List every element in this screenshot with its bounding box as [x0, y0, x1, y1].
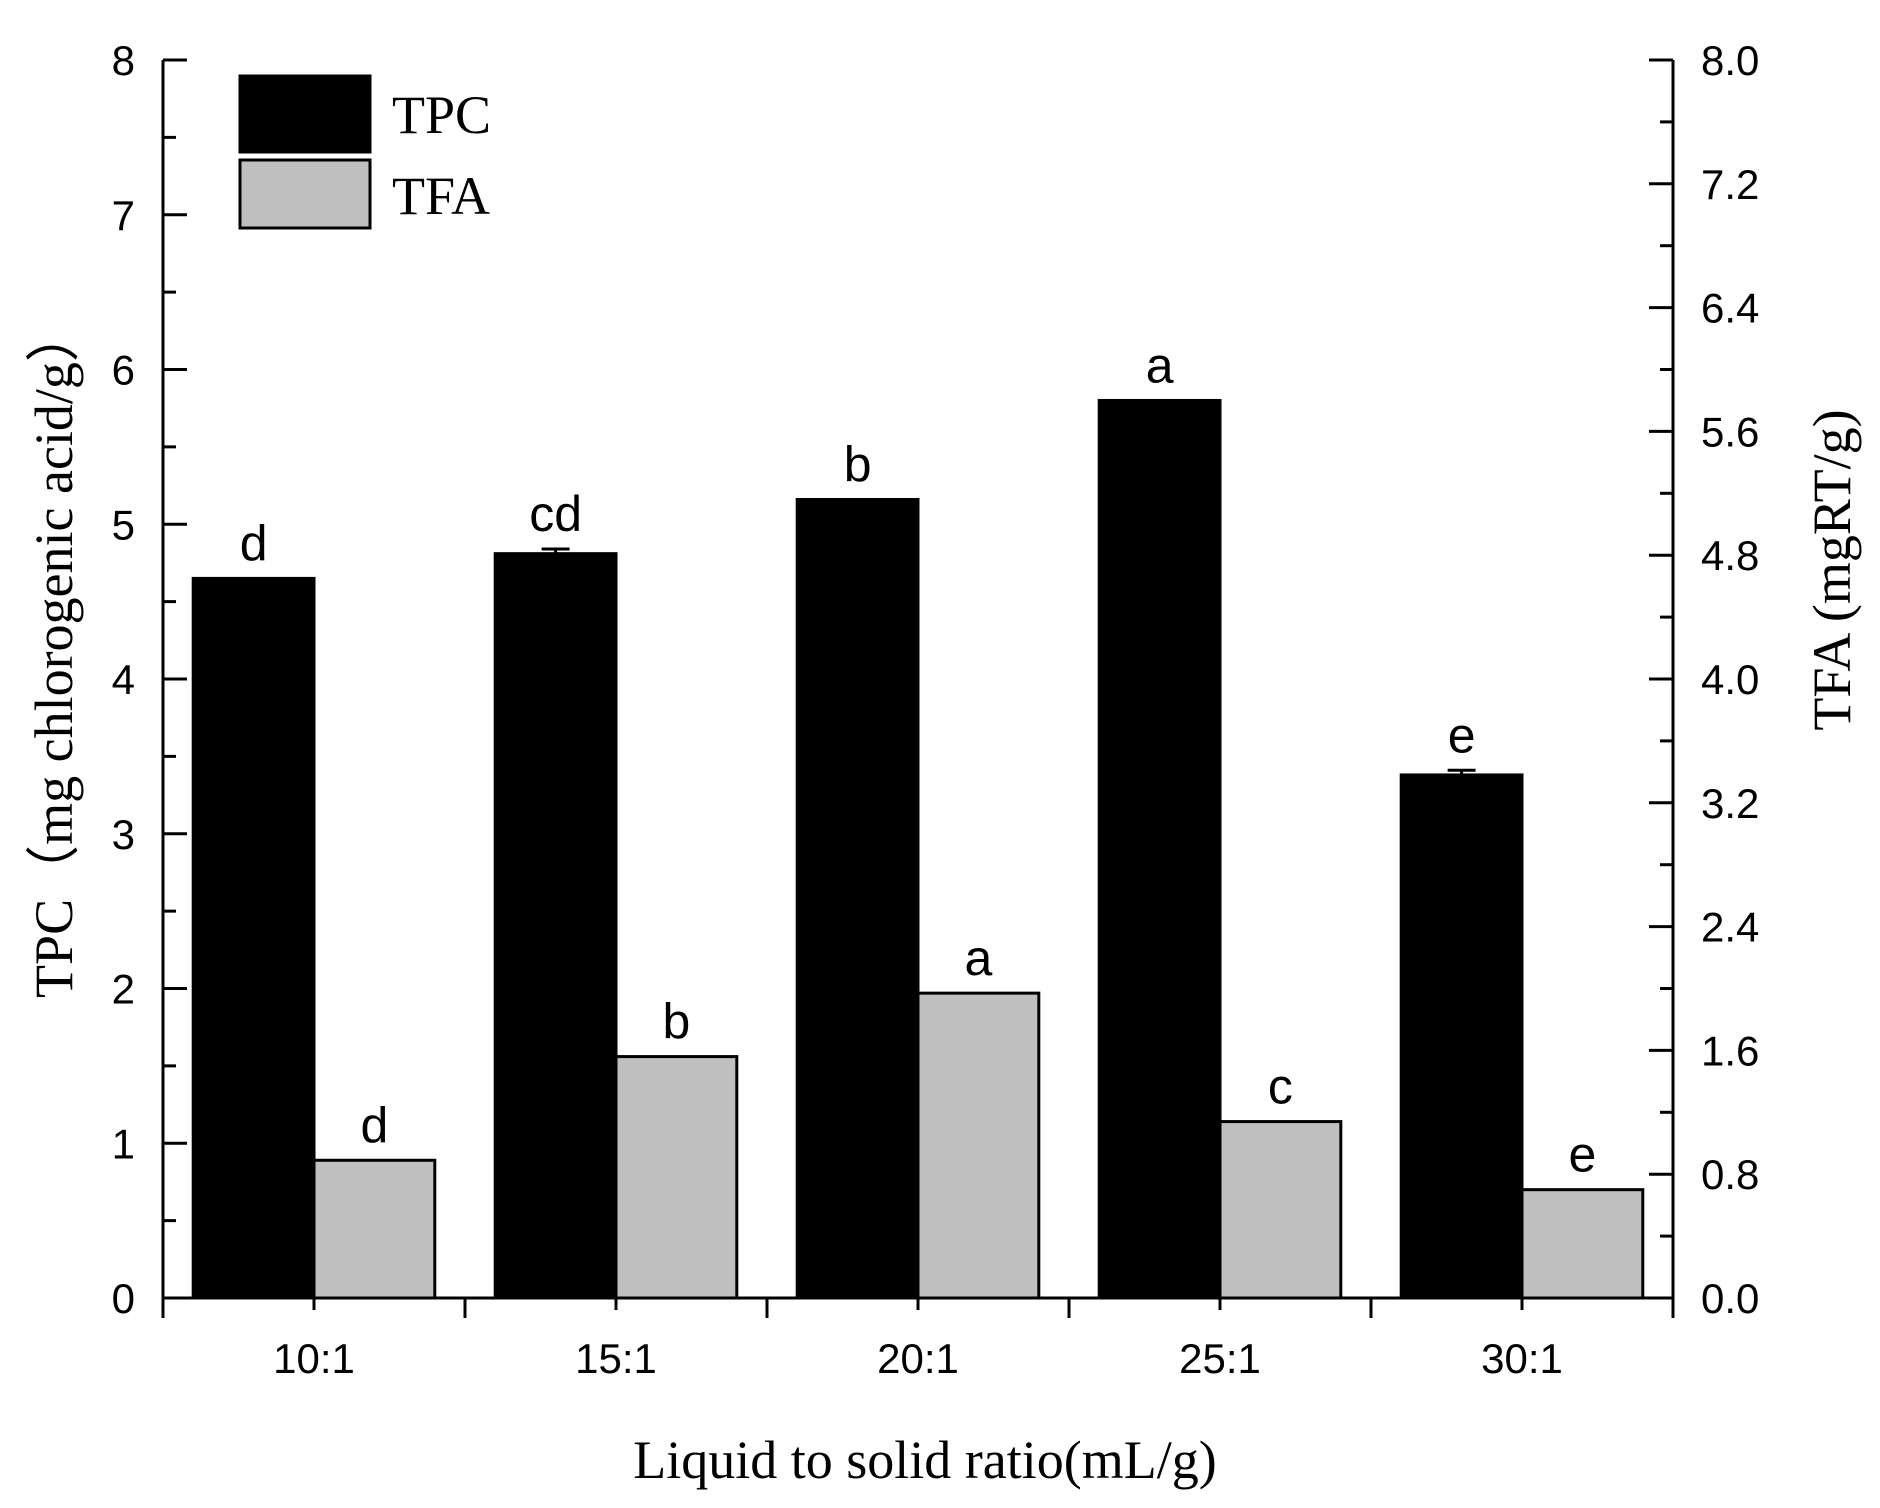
- legend-swatch-tfa: [238, 158, 372, 230]
- y-left-tick-label: 8: [112, 37, 135, 84]
- sig-label-tfa-10:1: d: [360, 1097, 388, 1153]
- y-left-tick-label: 0: [112, 1275, 135, 1322]
- y-right-tick-label: 1.6: [1701, 1027, 1759, 1074]
- x-tick-label-25:1: 25:1: [1179, 1335, 1261, 1382]
- bar-tfa-20:1: [916, 991, 1041, 1300]
- y-right-tick-label: 3.2: [1701, 780, 1759, 827]
- sig-label-tpc-15:1: cd: [529, 486, 582, 542]
- y-right-tick-label: 4.0: [1701, 656, 1759, 703]
- x-tick-label-15:1: 15:1: [575, 1335, 657, 1382]
- bar-tfa-25:1: [1218, 1120, 1343, 1300]
- legend-label-tfa: TFA: [392, 166, 490, 226]
- significance-labels: d cd b a e d b a c e: [240, 337, 1597, 1182]
- y-left-tick-label: 3: [112, 811, 135, 858]
- y-left-tick-label: 4: [112, 656, 135, 703]
- y-left-tick-label: 7: [112, 192, 135, 239]
- bar-tpc-25:1: [1097, 398, 1222, 1300]
- bar-tfa-10:1: [312, 1158, 437, 1300]
- sig-label-tpc-30:1: e: [1448, 707, 1476, 763]
- y-right-tick-label: 7.2: [1701, 161, 1759, 208]
- bar-tfa-30:1: [1520, 1188, 1645, 1300]
- x-tick-label-30:1: 30:1: [1481, 1335, 1563, 1382]
- x-tick-label-10:1: 10:1: [273, 1335, 355, 1382]
- sig-label-tfa-20:1: a: [964, 930, 992, 986]
- sig-label-tpc-20:1: b: [844, 436, 872, 492]
- sig-label-tfa-25:1: c: [1268, 1059, 1293, 1115]
- bars: [191, 398, 1645, 1300]
- axes: 0 1 2 3 4 5 6 7 8 0.0 0.8 1.6 2.4 3.2 4.0 4.8 5.6 6.4 7.2 8…: [112, 37, 1760, 1382]
- y-right-tick-label: 4.8: [1701, 532, 1759, 579]
- y-right-tick-label: 0.8: [1701, 1151, 1759, 1198]
- bar-tpc-30:1: [1399, 773, 1524, 1300]
- x-axis-title: Liquid to solid ratio(mL/g): [633, 1430, 1216, 1490]
- sig-label-tpc-25:1: a: [1146, 337, 1174, 393]
- x-tick-label-20:1: 20:1: [877, 1335, 959, 1382]
- y-right-tick-label: 2.4: [1701, 904, 1759, 951]
- y-left-tick-label: 5: [112, 501, 135, 548]
- y-right-tick-label: 8.0: [1701, 37, 1759, 84]
- sig-label-tfa-30:1: e: [1568, 1127, 1596, 1183]
- y-left-tick-label: 6: [112, 347, 135, 394]
- y-right-tick-label: 5.6: [1701, 408, 1759, 455]
- y-left-tick-label: 1: [112, 1120, 135, 1167]
- bar-tpc-20:1: [795, 497, 920, 1300]
- legend: TPC TFA: [238, 74, 491, 230]
- bar-tfa-15:1: [614, 1055, 739, 1300]
- bar-tpc-15:1: [493, 552, 618, 1300]
- sig-label-tfa-15:1: b: [662, 994, 690, 1050]
- y-right-tick-label: 0.0: [1701, 1275, 1759, 1322]
- legend-label-tpc: TPC: [392, 85, 491, 145]
- sig-label-tpc-10:1: d: [240, 515, 268, 571]
- y-axis-title-right: TFA (mgRT/g): [1802, 409, 1862, 730]
- bar-tpc-10:1: [191, 576, 316, 1300]
- legend-swatch-tpc: [238, 74, 372, 154]
- y-right-tick-label: 6.4: [1701, 285, 1759, 332]
- plot-area: d cd b a e d b a c e 0 1 2 3 4 5 6 7 8 0.0 0.8 1.6 2.4 3.2 4.0 4…: [112, 37, 1760, 1382]
- y-axis-title-left: TPC（mg chlorogenic acid/g）: [24, 308, 84, 998]
- y-left-tick-label: 2: [112, 966, 135, 1013]
